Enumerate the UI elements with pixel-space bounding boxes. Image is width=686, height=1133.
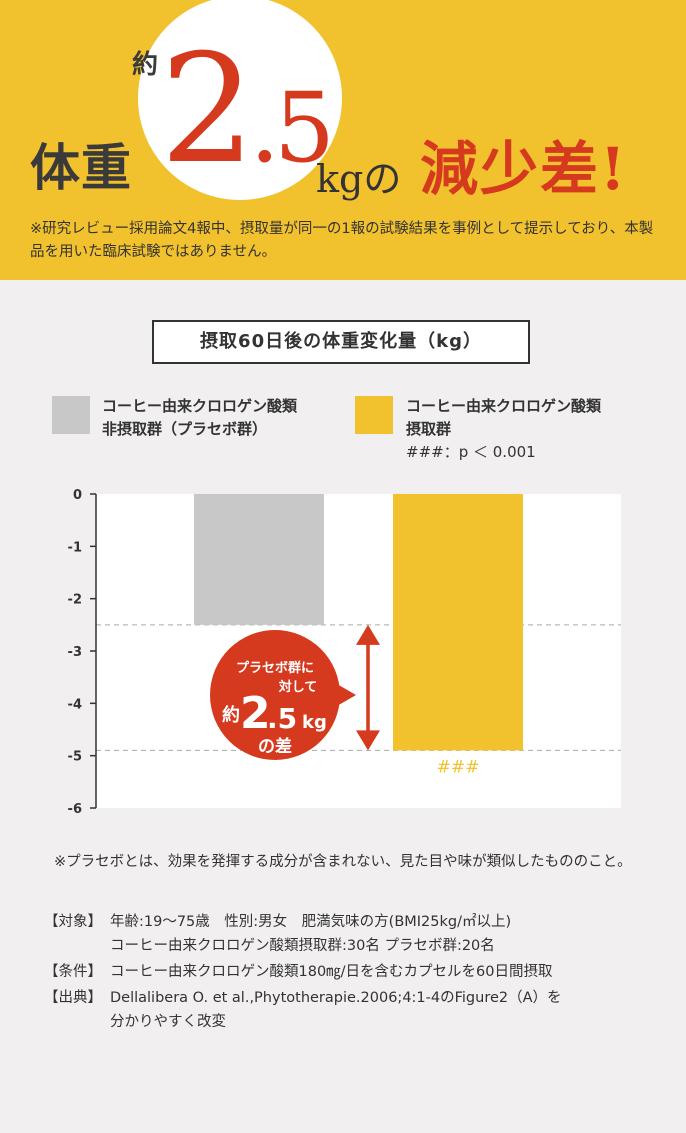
- callout-dec: .5: [267, 702, 297, 735]
- headline-value: 2.5: [160, 20, 335, 218]
- headline-no: の: [363, 157, 402, 201]
- headline-banner: 体重 約 2.5 kgの 減少差! ※研究レビュー採用論文4報中、摂取量が同一の…: [0, 0, 686, 280]
- difference-arrow: [356, 624, 380, 751]
- headline-prefix: 体重: [30, 138, 132, 197]
- chart-title: 摂取60日後の体重変化量（kg）: [152, 320, 530, 364]
- headline-unit: kgの: [316, 148, 401, 203]
- source-label: 【出典】: [44, 990, 102, 1006]
- y-tick-label: -2: [68, 593, 82, 608]
- bar-treat: [393, 494, 523, 751]
- headline-kg: kg: [316, 157, 364, 201]
- headline-circle: [138, 0, 342, 200]
- y-tick-label: -6: [68, 802, 82, 817]
- y-tick-label: -1: [68, 540, 82, 555]
- y-axis-ticks: 0 -1 -2 -3 -4 -5 -6: [68, 488, 96, 817]
- headline-dec: .5: [249, 72, 335, 184]
- conditions-block: 【条件】 コーヒー由来クロロゲン酸類180㎎/日を含むカプセルを60日間摂取: [44, 960, 664, 984]
- headline-note: ※研究レビュー採用論文4報中、摂取量が同一の1報の試験結果を事例として提示してお…: [30, 221, 654, 260]
- legend-treat-line1: コーヒー由来クロロゲン酸類: [406, 397, 602, 415]
- legend-placebo-line2: 非摂取群（プラセボ群）: [102, 420, 268, 438]
- legend-swatch-treat: [355, 396, 393, 434]
- bar-placebo: [194, 494, 324, 625]
- subjects-line1: 年齢:19〜75歳 性別:男女 肥満気味の方(BMI25kg/㎡以上): [110, 914, 512, 930]
- legend-significance: ###：p ＜ 0.001: [406, 443, 536, 461]
- headline-approx: 約: [132, 50, 159, 80]
- y-tick-label: -3: [68, 645, 82, 660]
- legend-label-placebo: コーヒー由来クロロゲン酸類 非摂取群（プラセボ群）: [102, 395, 297, 441]
- bar-chart: 0 -1 -2 -3 -4 -5 -6 ### プラセボ群に 対して 約 2 .5 kg の…: [68, 488, 621, 817]
- callout-unit: kg: [302, 712, 327, 733]
- conditions-text: コーヒー由来クロロゲン酸類180㎎/日を含むカプセルを60日間摂取: [110, 964, 553, 980]
- source-block: 【出典】 Dellalibera O. et al.,Phytotherapie.…: [44, 986, 664, 1034]
- callout-approx: 約: [222, 704, 240, 726]
- source-line1: Dellalibera O. et al.,Phytotherapie.2006…: [110, 990, 562, 1006]
- source-line2: 分かりやすく改変: [110, 1014, 226, 1030]
- conditions-label: 【条件】: [44, 964, 102, 980]
- legend-placebo-line1: コーヒー由来クロロゲン酸類: [102, 397, 298, 415]
- y-tick-label: -5: [68, 750, 82, 765]
- legend-treat-line2: 摂取群: [406, 420, 452, 438]
- callout-line2: 対して: [278, 679, 318, 695]
- headline-int: 2: [160, 23, 255, 197]
- headline-suffix: 減少差!: [420, 135, 628, 203]
- subjects-block: 【対象】 年齢:19〜75歳 性別:男女 肥満気味の方(BMI25kg/㎡以上) …: [44, 910, 664, 958]
- callout-tail: の差: [258, 736, 292, 757]
- difference-callout: プラセボ群に 対して 約 2 .5 kg の差: [210, 630, 356, 760]
- y-tick-label: -4: [68, 697, 82, 712]
- plot-area: [96, 494, 621, 808]
- subjects-line2: コーヒー由来クロロゲン酸類摂取群:30名 プラセボ群:20名: [110, 938, 495, 954]
- legend-label-treat: コーヒー由来クロロゲン酸類 摂取群 ###：p ＜ 0.001: [406, 395, 601, 464]
- placebo-definition: ※プラセボとは、効果を発揮する成分が含まれない、見た目や味が類似したもののこと。: [54, 854, 632, 870]
- legend-swatch-placebo: [52, 396, 90, 434]
- bar-annotation: ###: [437, 757, 480, 777]
- subjects-label: 【対象】: [44, 914, 102, 930]
- callout-line1: プラセボ群に: [236, 660, 314, 676]
- y-tick-label: 0: [73, 488, 82, 503]
- callout-int: 2: [240, 688, 271, 739]
